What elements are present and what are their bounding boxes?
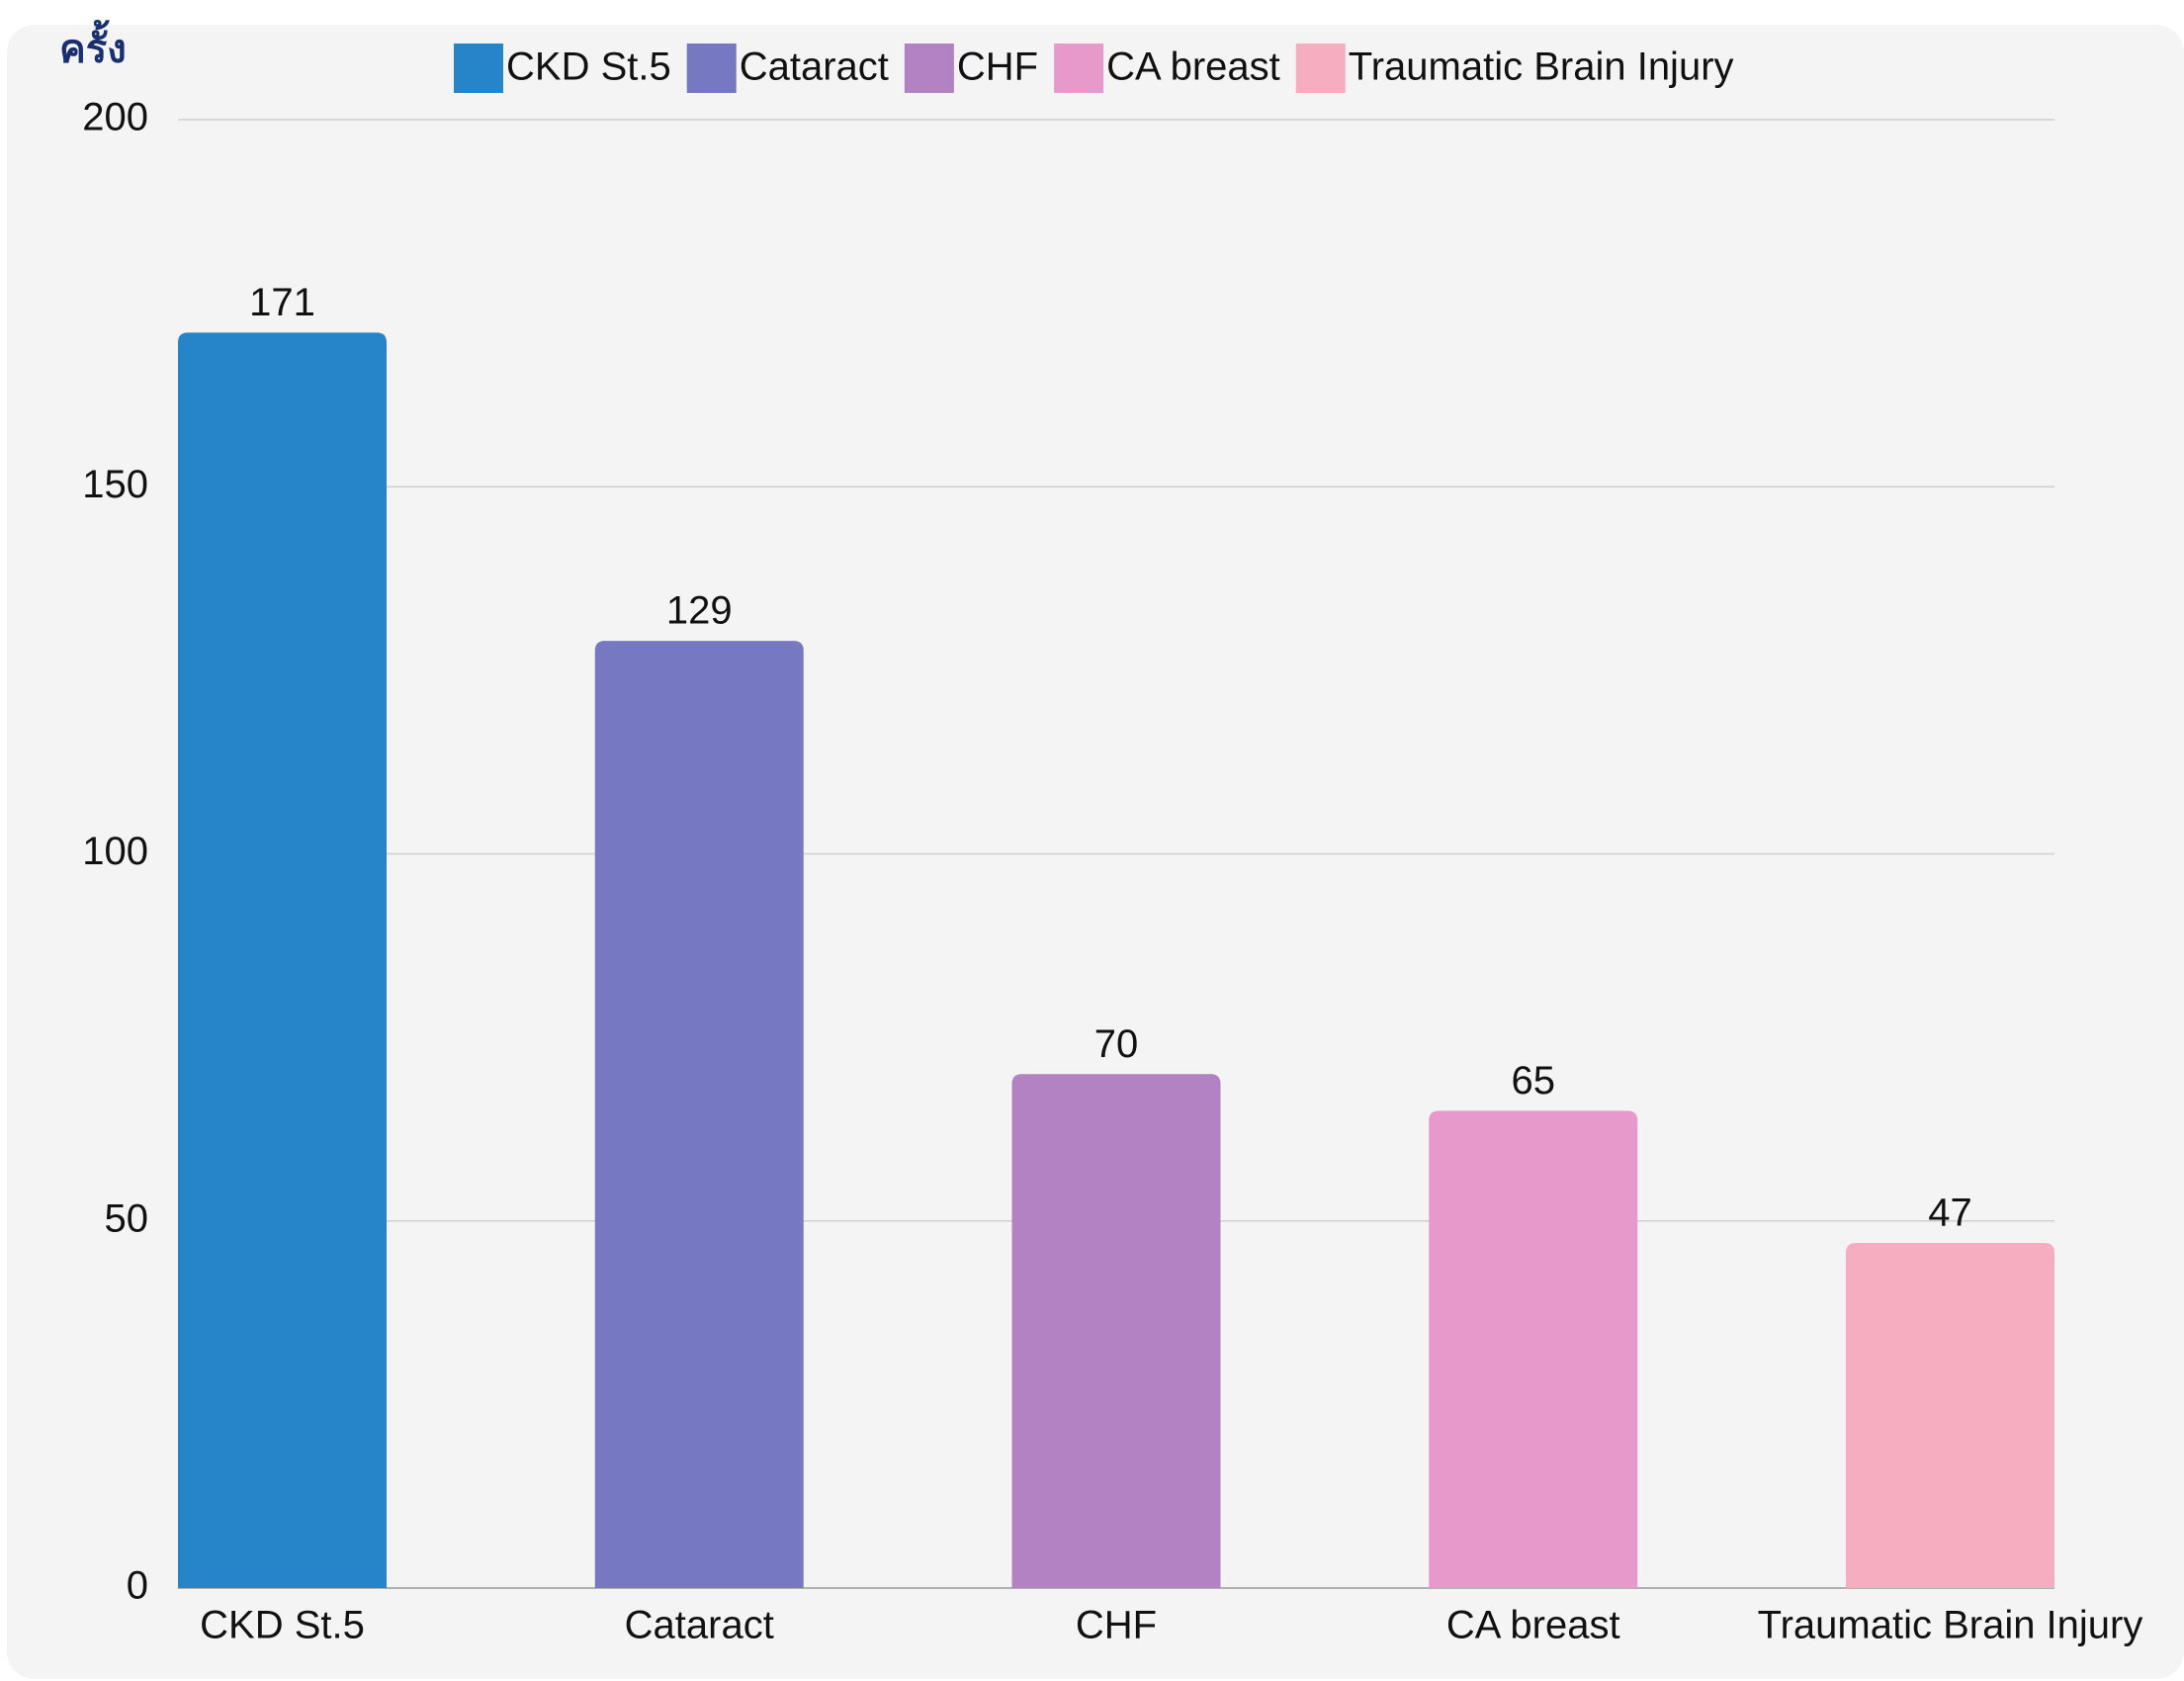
y-tick-label: 0 [127, 1564, 148, 1608]
bar [594, 641, 804, 1588]
legend-swatch [904, 44, 954, 93]
bar [1846, 1243, 2054, 1588]
legend-label: CA breast [1106, 45, 1280, 89]
bar [1429, 1110, 1638, 1588]
legend-label: Cataract [740, 45, 889, 89]
data-label: 70 [1094, 1022, 1139, 1066]
legend-label: CHF [957, 45, 1038, 89]
x-tick-label: Cataract [625, 1604, 774, 1647]
bar [1011, 1074, 1221, 1588]
x-tick-label: CA breast [1446, 1604, 1620, 1647]
data-label: 65 [1512, 1059, 1556, 1103]
y-axis-label: ครั้ง [59, 20, 127, 72]
legend-swatch [454, 44, 503, 93]
data-label: 129 [666, 589, 733, 633]
legend-label: Traumatic Brain Injury [1349, 45, 1734, 89]
y-tick-label: 150 [82, 463, 148, 506]
legend-swatch [1054, 44, 1104, 93]
legend-label: CKD St.5 [506, 45, 671, 89]
legend-swatch [686, 44, 737, 93]
x-tick-label: CKD St.5 [200, 1604, 365, 1647]
card [7, 25, 2184, 1679]
x-tick-label: CHF [1076, 1604, 1157, 1647]
x-tick-label: Traumatic Brain Injury [1758, 1604, 2143, 1647]
data-label: 171 [249, 281, 315, 324]
legend-swatch [1295, 44, 1346, 93]
bar [178, 332, 387, 1589]
y-tick-label: 50 [105, 1196, 149, 1240]
y-tick-label: 200 [82, 96, 148, 139]
y-tick-label: 100 [82, 830, 148, 873]
data-label: 47 [1928, 1192, 1972, 1235]
